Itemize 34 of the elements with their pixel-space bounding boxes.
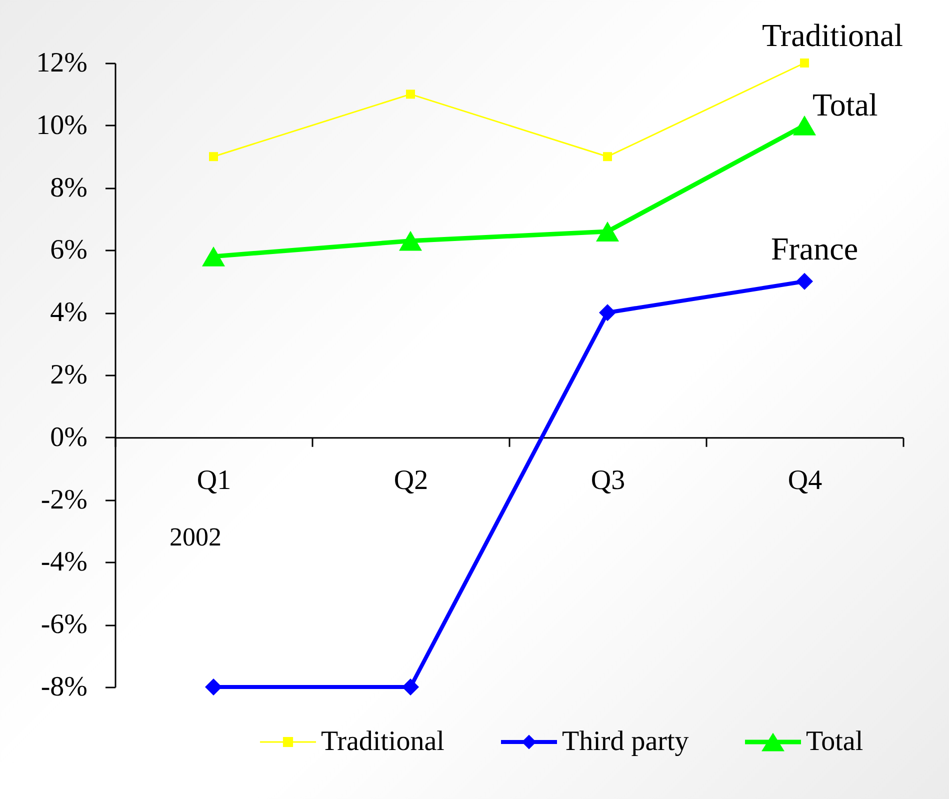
point	[209, 152, 218, 162]
legend-label: Third party	[562, 726, 689, 757]
legend-label: Total	[806, 726, 864, 757]
y-tick-label: -2%	[40, 484, 88, 516]
x-tick-label: Q2	[394, 464, 428, 496]
point	[402, 678, 419, 696]
x-tick-label: Q1	[196, 464, 232, 496]
y-tick-label: 4%	[50, 297, 88, 328]
annotation: 2002	[170, 522, 222, 552]
point	[800, 58, 809, 68]
x-tick-label: Q4	[788, 464, 822, 496]
point	[793, 115, 816, 136]
y-tick-label: 12%	[36, 48, 88, 78]
y-tick-label: -4%	[40, 546, 88, 578]
y-tick-label: -6%	[40, 609, 88, 640]
point	[796, 272, 813, 290]
point	[202, 246, 225, 266]
point	[599, 304, 616, 322]
point	[406, 90, 415, 99]
point	[603, 152, 612, 162]
point	[596, 222, 619, 242]
y-tick-label: -8%	[40, 672, 88, 702]
x-tick-label: Q3	[590, 464, 626, 496]
annotation: France	[770, 230, 858, 266]
point	[399, 230, 422, 251]
y-tick-label: 8%	[50, 172, 88, 204]
y-tick-label: 0%	[50, 422, 88, 453]
legend-label: Traditional	[321, 726, 445, 757]
annotation: Traditional	[762, 17, 904, 53]
y-tick-label: 2%	[50, 360, 88, 390]
annotation: Total	[812, 86, 878, 122]
point	[205, 678, 222, 696]
y-tick-label: 6%	[50, 234, 88, 266]
y-tick-label: 10%	[36, 110, 88, 141]
